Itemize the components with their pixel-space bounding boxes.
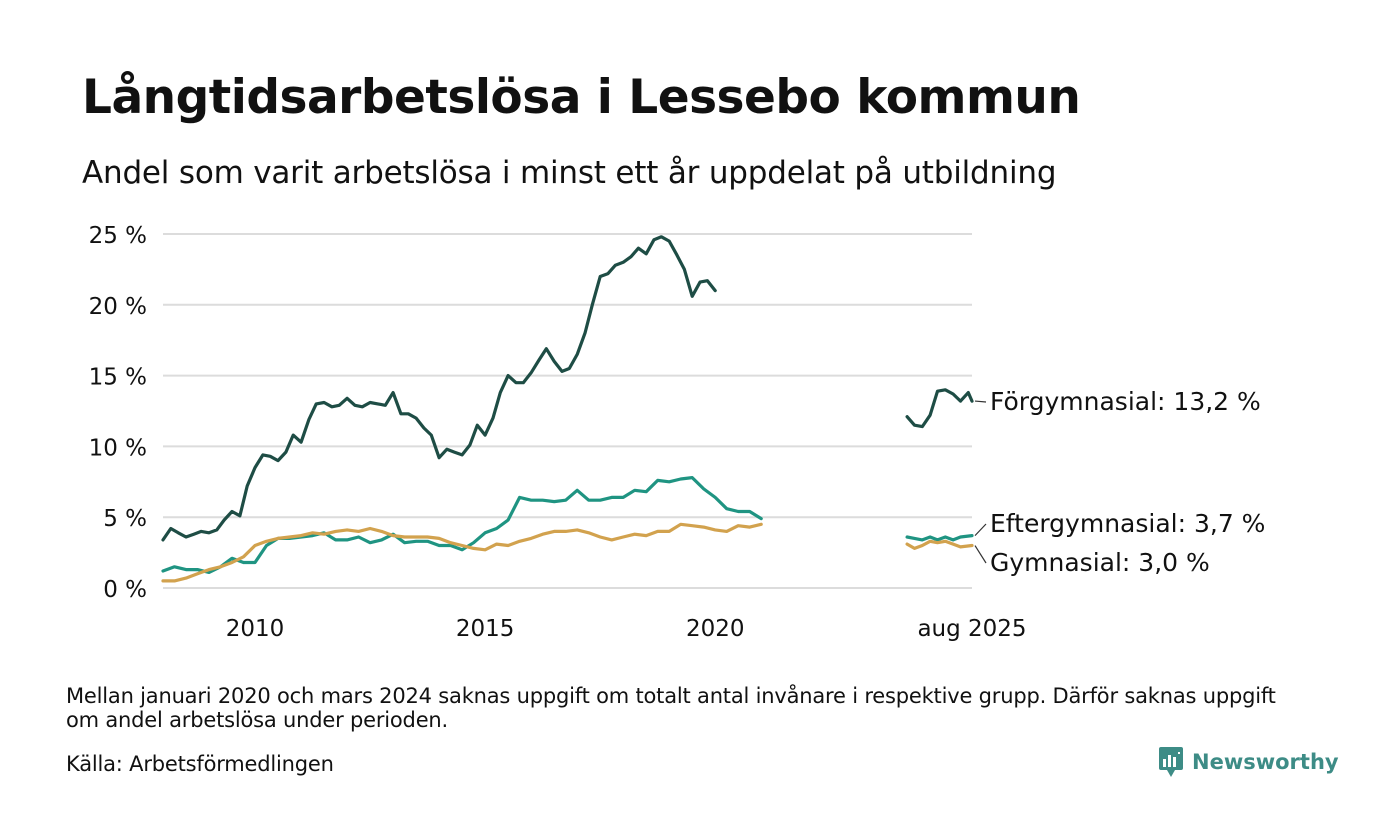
leader-line (974, 400, 987, 403)
y-tick-label: 0 % (103, 577, 147, 603)
leader-line (974, 523, 987, 537)
grid-lines (163, 233, 972, 589)
source-text: Källa: Arbetsförmedlingen (66, 752, 334, 776)
series-line-eftergymnasial (905, 533, 974, 542)
y-tick-label: 5 % (103, 506, 147, 532)
end-labels: Förgymnasial: 13,2 % Eftergymnasial: 3,7 … (974, 387, 1265, 577)
series-lines (161, 235, 974, 583)
y-tick-label: 15 % (89, 365, 147, 391)
newsworthy-logo[interactable]: Newsworthy (1158, 746, 1339, 778)
x-tick-label: aug 2025 (917, 616, 1026, 642)
x-tick-label: 2020 (686, 616, 745, 642)
chart-title: Långtidsarbetslösa i Lessebo kommun (82, 70, 1081, 125)
series-line-forgymnasial (905, 388, 974, 429)
line-chart: 0 % 5 % 10 % 15 % 20 % 25 % 2010 2015 2020 aug 2… (89, 223, 1266, 642)
footnote: Mellan januari 2020 och mars 2024 saknas… (66, 684, 1276, 732)
newsworthy-icon (1159, 747, 1183, 777)
brand-name: Newsworthy (1192, 750, 1339, 774)
leader-line (974, 545, 987, 564)
x-tick-label: 2015 (456, 616, 515, 642)
series-line-forgymnasial (161, 235, 717, 542)
y-axis-labels: 0 % 5 % 10 % 15 % 20 % 25 % (89, 223, 147, 603)
end-label-forgymnasial: Förgymnasial: 13,2 % (990, 387, 1261, 416)
chart-subtitle: Andel som varit arbetslösa i minst ett å… (82, 155, 1057, 191)
series-line-eftergymnasial (161, 476, 763, 575)
end-label-eftergymnasial: Eftergymnasial: 3,7 % (990, 509, 1265, 538)
series-line-gymnasial (905, 539, 974, 551)
y-tick-label: 10 % (89, 435, 147, 461)
y-tick-label: 20 % (89, 294, 147, 320)
x-axis-labels: 2010 2015 2020 aug 2025 (226, 616, 1027, 642)
y-tick-label: 25 % (89, 223, 147, 249)
series-line-gymnasial (161, 522, 763, 583)
x-tick-label: 2010 (226, 616, 285, 642)
end-label-gymnasial: Gymnasial: 3,0 % (990, 548, 1210, 577)
